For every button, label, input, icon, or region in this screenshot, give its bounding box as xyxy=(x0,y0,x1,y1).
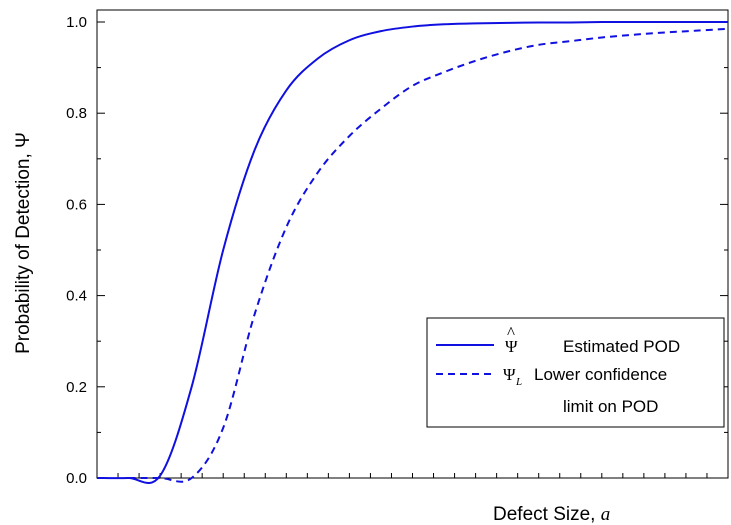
y-tick-label: 0.8 xyxy=(66,105,87,122)
legend: Ψ ^ Estimated POD Ψ L Lower confidence l… xyxy=(426,317,725,428)
legend-estimated-hat: ^ xyxy=(507,323,515,342)
y-tick-label: 1.0 xyxy=(66,14,87,31)
legend-box xyxy=(426,317,725,428)
legend-estimated-label: Estimated POD xyxy=(563,337,680,356)
y-tick-label: 0.6 xyxy=(66,196,87,213)
series-lines xyxy=(96,20,729,485)
legend-lower-label-line2: limit on POD xyxy=(563,397,658,416)
legend-estimated-symbol: Ψ xyxy=(505,337,518,356)
lower-confidence-line xyxy=(128,27,729,483)
x-axis xyxy=(117,473,708,478)
legend-lower-symbol: Ψ xyxy=(503,365,516,384)
legend-lower-label-line1: Lower confidence xyxy=(534,365,667,384)
y-axis: 0.0 0.2 0.4 0.6 0.8 1.0 xyxy=(66,14,728,487)
y-tick-label: 0.0 xyxy=(66,470,87,487)
estimated-pod-line xyxy=(96,20,728,485)
y-tick-label: 0.2 xyxy=(66,379,87,396)
y-tick-label: 0.4 xyxy=(66,288,87,305)
y-axis-title: Probability of Detection, Ψ xyxy=(13,132,34,354)
legend-lower-subscript: L xyxy=(515,376,522,388)
x-axis-title: Defect Size, a xyxy=(493,504,610,525)
